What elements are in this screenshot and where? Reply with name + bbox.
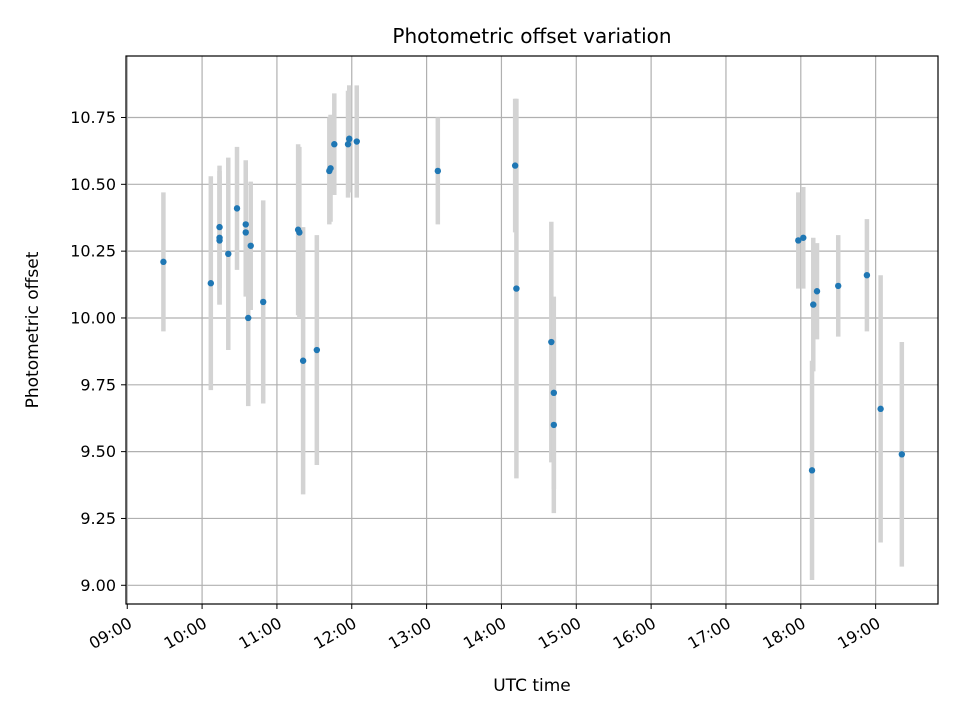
data-point <box>810 301 817 308</box>
data-point <box>225 250 232 258</box>
point-layer <box>160 135 906 474</box>
data-point <box>800 234 807 241</box>
grid-layer <box>126 56 938 604</box>
data-point <box>260 298 267 306</box>
y-tick-label: 9.25 <box>80 509 116 528</box>
data-point <box>813 288 821 295</box>
data-point <box>313 346 321 354</box>
data-point <box>346 135 353 143</box>
data-point <box>207 280 215 287</box>
data-point <box>548 338 555 346</box>
y-axis-ticks: 9.00 9.25 9.50 9.75 10.00 10.25 10.50 10.75 <box>70 108 126 595</box>
data-point <box>327 165 334 172</box>
y-tick-label: 10.25 <box>70 242 116 261</box>
data-point <box>242 221 249 228</box>
y-tick-label: 9.75 <box>80 375 116 394</box>
y-tick-label: 10.75 <box>70 108 116 127</box>
data-point <box>808 467 816 474</box>
data-point <box>511 162 519 169</box>
data-point <box>216 234 223 241</box>
data-point <box>245 314 252 322</box>
data-point <box>299 357 307 364</box>
data-point <box>353 138 360 145</box>
data-point <box>877 405 884 413</box>
y-tick-label: 10.00 <box>70 308 116 327</box>
data-point <box>344 141 352 148</box>
data-point <box>795 237 802 244</box>
data-point <box>296 229 303 236</box>
chart-title: Photometric offset variation <box>392 24 671 48</box>
data-point <box>247 242 254 249</box>
data-point <box>331 141 338 148</box>
data-point <box>898 451 906 458</box>
x-axis-label: UTC time <box>493 676 571 696</box>
data-point <box>513 285 520 292</box>
data-point <box>863 272 871 279</box>
y-tick-label: 9.00 <box>80 576 116 595</box>
y-tick-label: 9.50 <box>80 442 116 461</box>
y-axis-label: Photometric offset <box>23 251 43 408</box>
y-tick-label: 10.50 <box>70 175 116 194</box>
data-point <box>434 167 442 175</box>
data-point <box>550 389 558 397</box>
data-point <box>233 205 241 212</box>
plot-frame <box>125 55 939 605</box>
data-point <box>242 229 249 236</box>
data-point <box>550 421 558 429</box>
data-point <box>835 282 842 290</box>
data-point <box>160 258 167 266</box>
data-point <box>216 223 223 231</box>
